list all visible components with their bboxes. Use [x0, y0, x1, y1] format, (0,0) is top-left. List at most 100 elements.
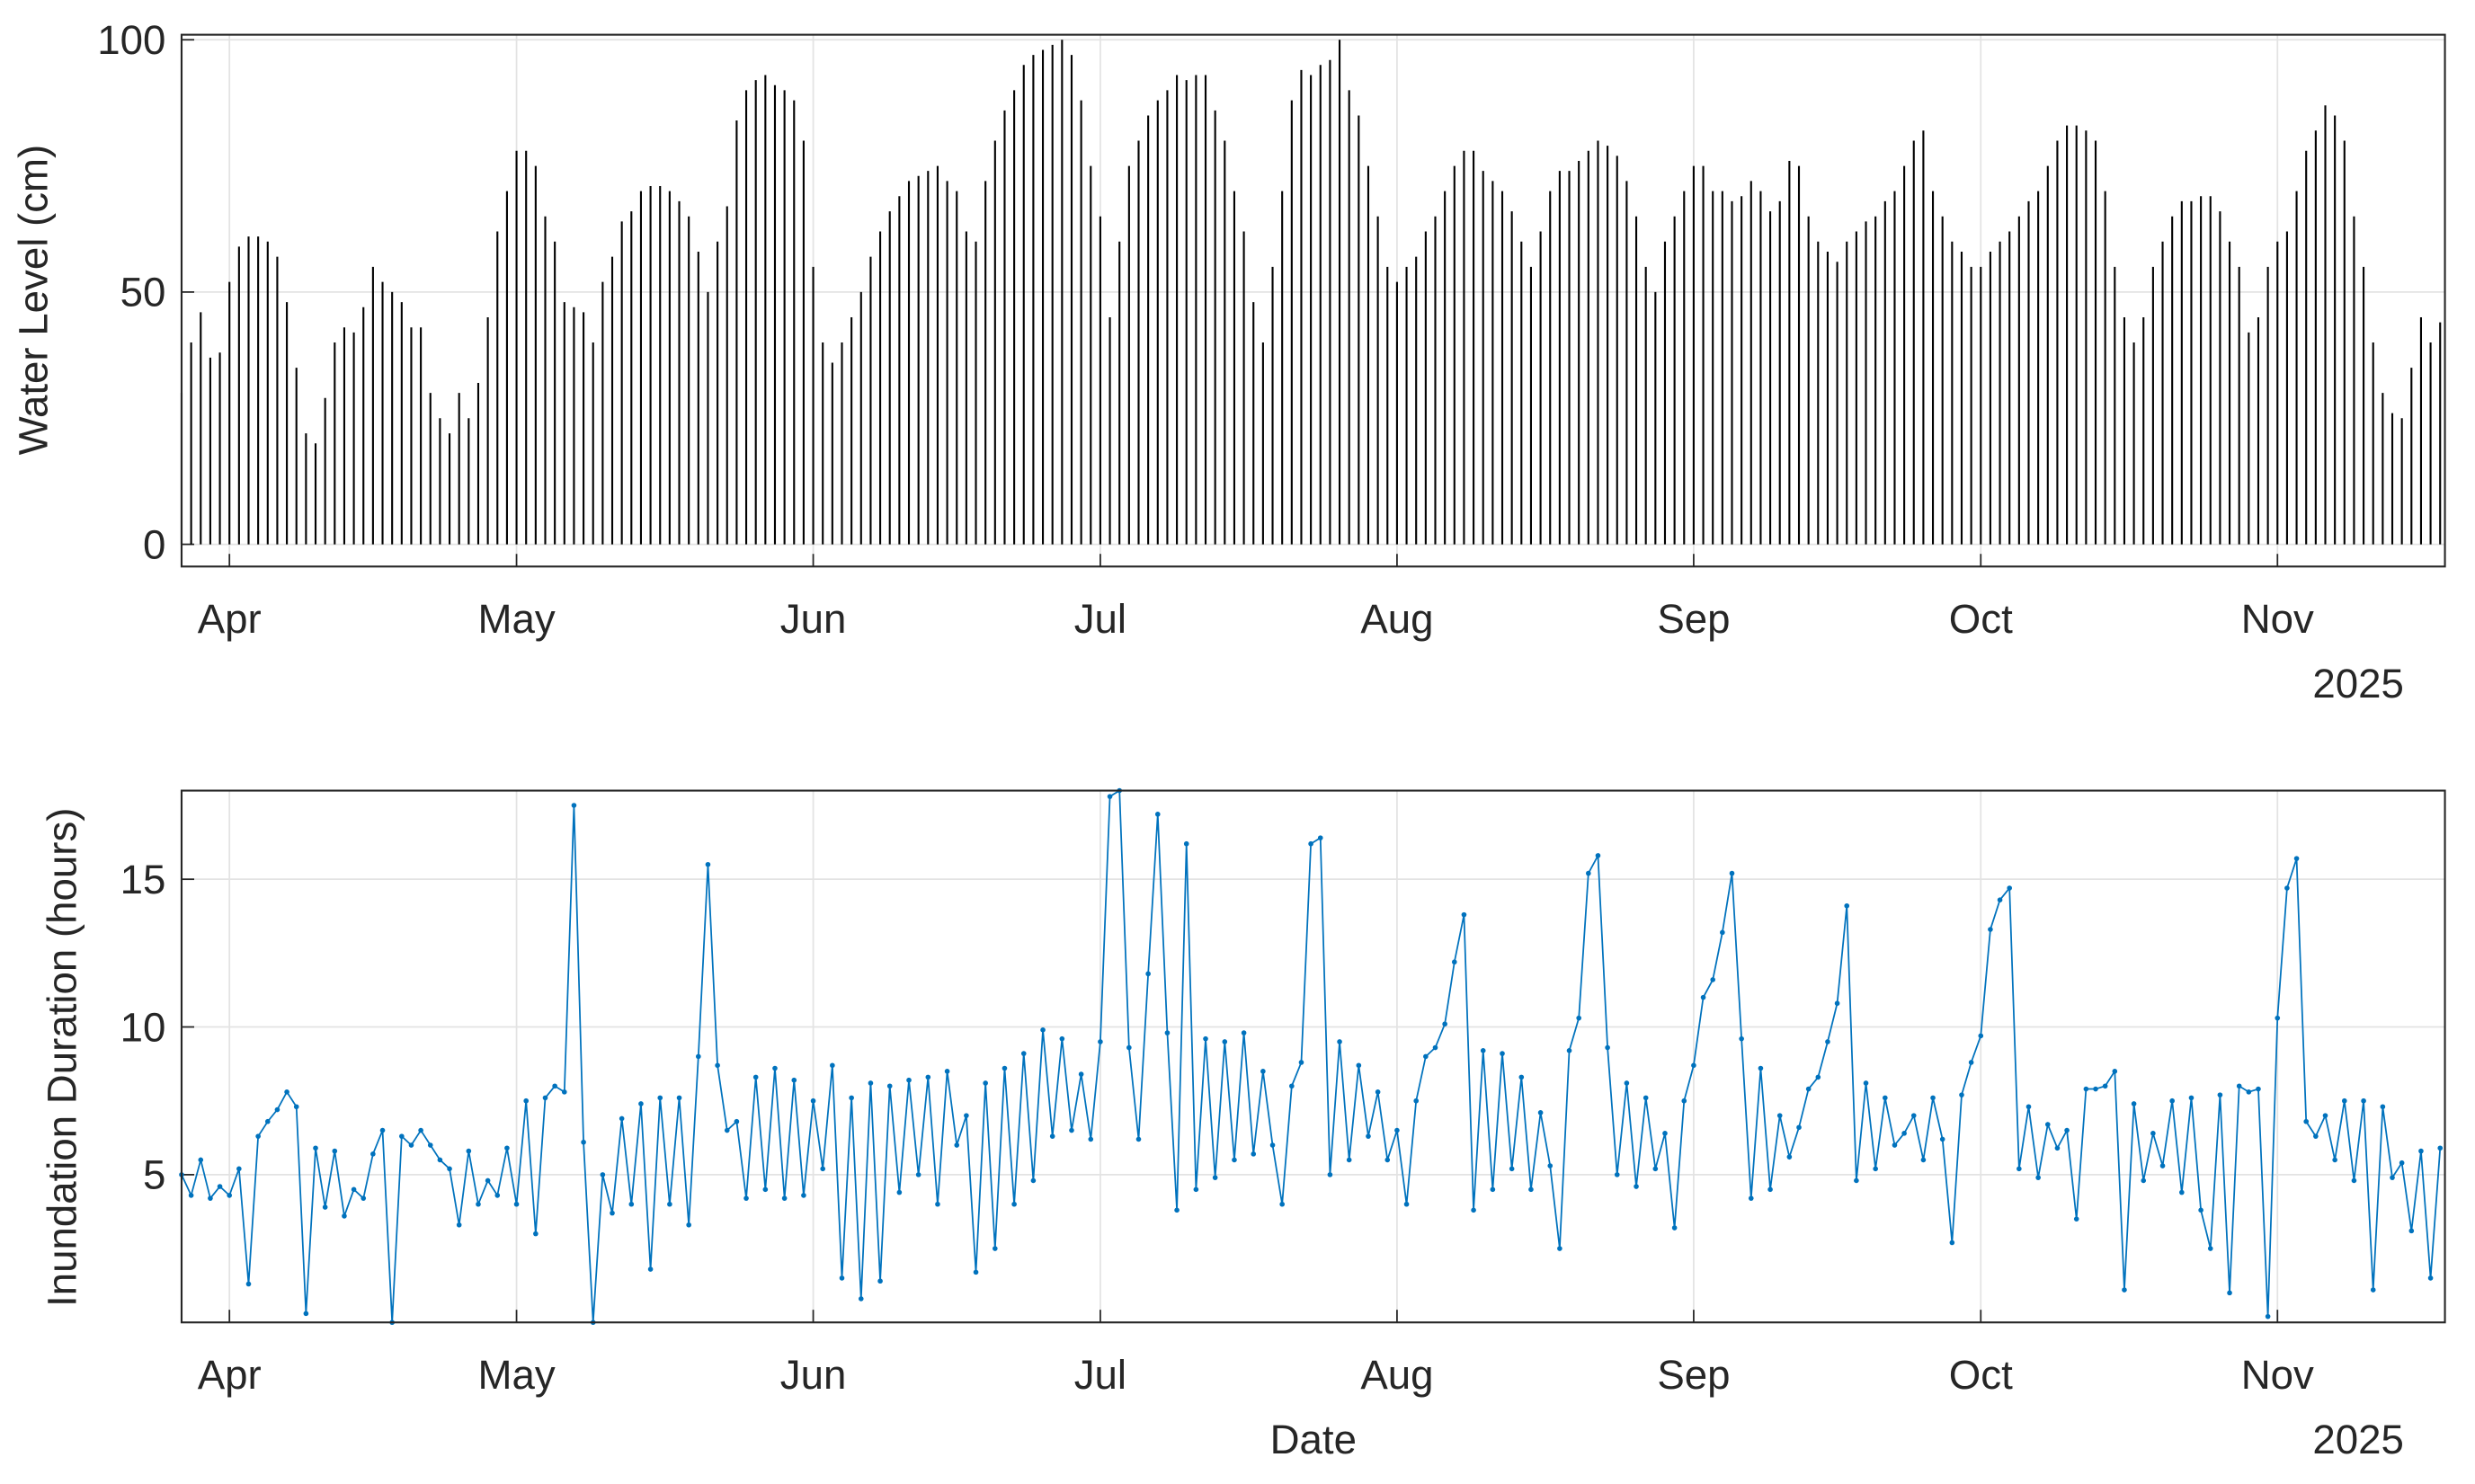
x-tick-label: Jul — [1074, 596, 1126, 642]
duration-point — [1260, 1069, 1266, 1074]
y-tick-label: 50 — [120, 270, 166, 315]
duration-point — [1892, 1142, 1898, 1148]
y-tick-label: 10 — [120, 1004, 166, 1050]
duration-point — [1442, 1021, 1447, 1027]
duration-point — [2246, 1089, 2252, 1095]
duration-point — [361, 1195, 367, 1201]
duration-point — [935, 1201, 940, 1207]
y-axis-label: Inundation Duration (hours) — [39, 808, 85, 1307]
duration-point — [638, 1101, 644, 1106]
duration-point — [772, 1065, 778, 1071]
y-tick-label: 15 — [120, 857, 166, 902]
duration-point — [1614, 1172, 1620, 1177]
duration-point — [1174, 1207, 1180, 1213]
duration-point — [781, 1195, 788, 1201]
axes-box — [180, 789, 2446, 1324]
duration-point — [1767, 1186, 1773, 1193]
duration-point — [2265, 1313, 2271, 1320]
duration-point — [1786, 1154, 1793, 1160]
duration-point — [245, 1281, 252, 1287]
duration-point — [533, 1231, 539, 1237]
duration-point — [1586, 870, 1591, 876]
duration-point — [1279, 1201, 1285, 1207]
duration-point — [188, 1193, 194, 1198]
duration-point — [1634, 1184, 1639, 1189]
duration-point — [954, 1142, 960, 1148]
subplot: Apr May Jun Jul Aug Sep Oct Nov 5 10 15 Inundation … — [39, 787, 2446, 1462]
duration-point — [1461, 911, 1467, 918]
duration-point — [581, 1139, 586, 1145]
x-tick-label: Aug — [1360, 596, 1433, 642]
duration-point — [322, 1204, 328, 1210]
duration-point — [2188, 1095, 2195, 1101]
duration-point — [877, 1278, 883, 1284]
duration-point — [1308, 840, 1313, 847]
duration-point — [886, 1083, 893, 1089]
duration-point — [2303, 1118, 2310, 1124]
duration-point — [2064, 1127, 2070, 1133]
duration-point — [2322, 1113, 2328, 1118]
duration-point — [494, 1193, 501, 1198]
x-tick-label: Nov — [2241, 1352, 2314, 1398]
duration-point — [1183, 840, 1189, 847]
duration-point — [1135, 1136, 1142, 1142]
x-tick-label: May — [477, 596, 555, 642]
duration-point — [2025, 1104, 2032, 1110]
duration-point — [1366, 1133, 1371, 1139]
duration-point — [2054, 1145, 2061, 1151]
duration-point — [752, 1074, 759, 1080]
x-year-label: 2025 — [2312, 1417, 2404, 1462]
duration-point — [1710, 977, 1716, 982]
duration-point — [313, 1145, 318, 1151]
duration-point — [1863, 1080, 1869, 1086]
duration-point — [2112, 1069, 2118, 1074]
duration-point — [1805, 1086, 1812, 1092]
duration-point — [810, 1097, 816, 1104]
duration-point — [2370, 1287, 2376, 1293]
duration-point — [1518, 1074, 1525, 1080]
duration-point — [944, 1069, 950, 1074]
duration-point — [858, 1296, 864, 1302]
plot-area — [181, 790, 2445, 1323]
duration-point — [1317, 835, 1323, 840]
duration-point — [1432, 1044, 1438, 1051]
duration-point — [571, 803, 577, 808]
x-year-label: 2025 — [2312, 661, 2404, 706]
duration-point — [293, 1104, 299, 1110]
x-tick-label: Apr — [198, 1352, 262, 1398]
duration-point — [2427, 1275, 2434, 1281]
duration-point — [1748, 1195, 1754, 1201]
duration-point — [1490, 1186, 1496, 1193]
duration-point — [628, 1201, 635, 1207]
duration-point — [1528, 1186, 1534, 1193]
duration-point — [1107, 794, 1113, 799]
duration-point — [1720, 929, 1725, 936]
duration-point — [1815, 1074, 1821, 1080]
duration-point — [1739, 1035, 1744, 1042]
duration-point — [791, 1077, 797, 1083]
duration-point — [1873, 1166, 1878, 1172]
duration-point — [408, 1142, 414, 1148]
duration-point — [1069, 1127, 1074, 1133]
duration-point — [1002, 1065, 1008, 1071]
duration-point — [456, 1222, 462, 1228]
duration-point — [1375, 1089, 1381, 1095]
duration-point — [2035, 1175, 2041, 1180]
duration-point — [1232, 1157, 1237, 1163]
duration-point — [2122, 1287, 2127, 1293]
duration-point — [801, 1193, 806, 1198]
duration-point — [332, 1148, 338, 1154]
duration-point — [1537, 1110, 1544, 1115]
duration-point — [274, 1106, 280, 1113]
x-tick-label: Aug — [1360, 1352, 1433, 1398]
duration-point — [915, 1172, 921, 1177]
duration-point — [504, 1145, 510, 1151]
y-tick-label: 100 — [97, 17, 165, 63]
duration-point — [1251, 1151, 1257, 1157]
duration-point — [993, 1246, 998, 1251]
duration-point — [2275, 1015, 2281, 1021]
duration-point — [610, 1210, 615, 1216]
x-tick-label: Jun — [780, 596, 847, 642]
duration-point — [2131, 1101, 2137, 1106]
